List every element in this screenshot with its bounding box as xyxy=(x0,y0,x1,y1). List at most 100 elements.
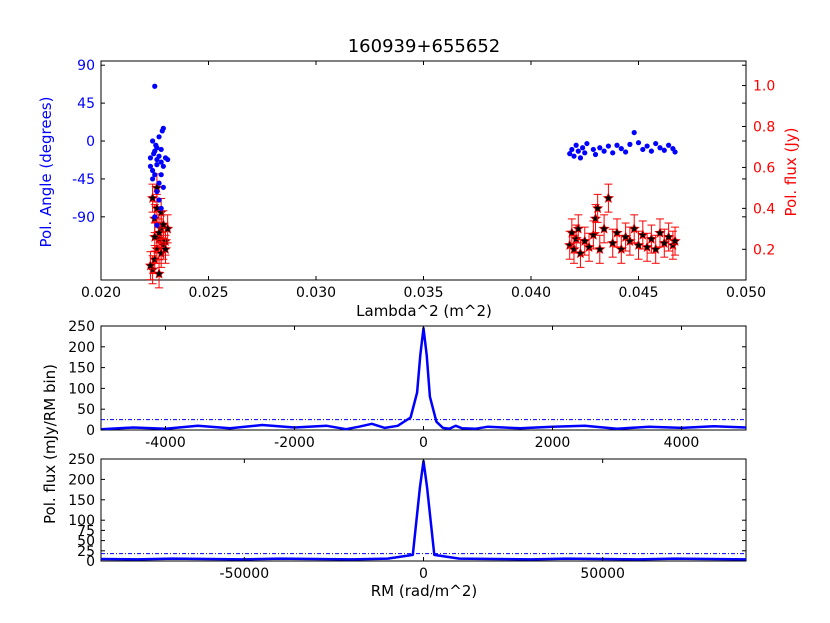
right-y-tick-label: 0.8 xyxy=(753,119,775,135)
pol-angle-point xyxy=(571,153,577,159)
pol-angle-point xyxy=(160,163,166,169)
y-tick-label: 250 xyxy=(68,452,95,468)
x-tick-label: 0.045 xyxy=(618,285,658,301)
pol-angle-point xyxy=(614,142,620,148)
right-y-axis-label: Pol. flux (Jy) xyxy=(782,128,800,217)
middle-plot-marks xyxy=(100,326,747,431)
pol-flux-point xyxy=(611,226,623,238)
pol-flux-point xyxy=(607,237,619,248)
rm-spectrum-line xyxy=(100,459,747,561)
y-tick-label: 200 xyxy=(68,472,95,488)
pol-angle-point xyxy=(158,172,164,178)
x-tick-label: 0.030 xyxy=(296,285,336,301)
right-y-tick-label: 1.0 xyxy=(753,79,775,95)
y-tick-label: 200 xyxy=(68,340,95,356)
top-plot-marks xyxy=(144,83,681,289)
pol-flux-point xyxy=(658,237,670,248)
pol-angle-point xyxy=(575,148,581,154)
pol-angle-point xyxy=(577,155,584,161)
pol-flux-point xyxy=(146,192,159,203)
pol-angle-point xyxy=(154,156,160,163)
pol-flux-point xyxy=(587,229,599,240)
pol-angle-point xyxy=(580,145,586,151)
pol-angle-point xyxy=(657,145,663,151)
pol-flux-point xyxy=(594,243,606,255)
pol-angle-point xyxy=(653,140,659,147)
pol-angle-point xyxy=(627,141,633,147)
x-tick-label: 50000 xyxy=(580,566,625,582)
x-tick-label: 0.050 xyxy=(726,285,766,301)
pol-angle-point xyxy=(154,222,160,228)
x-tick-label: 0 xyxy=(419,435,428,451)
pol-angle-point xyxy=(661,147,667,153)
x-tick-label: 0.025 xyxy=(188,285,228,301)
y-tick-label: 150 xyxy=(68,493,95,509)
x-tick-label: 0.040 xyxy=(511,285,551,301)
pol-angle-point xyxy=(605,143,612,149)
x-tick-label: -4000 xyxy=(145,435,186,451)
pol-flux-point xyxy=(157,218,169,230)
pol-angle-point xyxy=(648,148,655,154)
pol-angle-point xyxy=(152,148,158,154)
pol-angle-point xyxy=(623,149,629,155)
pol-angle-point xyxy=(152,214,158,220)
y-tick-label: 25 xyxy=(77,544,95,560)
x-tick-label: 0 xyxy=(419,566,428,582)
pol-angle-point xyxy=(156,134,162,140)
x-axis-label: Lambda^2 (m^2) xyxy=(356,302,492,320)
right-y-tick-label: 0.6 xyxy=(753,160,775,176)
pol-flux-point xyxy=(598,222,610,234)
pol-angle-point xyxy=(160,125,166,131)
pol-angle-point xyxy=(610,150,616,156)
y-tick-label: 100 xyxy=(68,513,95,529)
pol-angle-point xyxy=(156,197,162,203)
pol-angle-point xyxy=(158,205,164,212)
pol-flux-point xyxy=(602,192,615,203)
x-tick-label: 2000 xyxy=(535,435,571,451)
pol-flux-point xyxy=(144,259,157,271)
pol-angle-point xyxy=(154,188,160,195)
y-tick-label: 150 xyxy=(68,361,95,377)
y-tick-label: 0 xyxy=(86,554,95,570)
pol-flux-point xyxy=(624,235,636,246)
pol-angle-point xyxy=(644,143,650,149)
pol-angle-point xyxy=(150,176,156,182)
pol-flux-point xyxy=(153,268,165,279)
left-y-axis-label: Pol. Angle (degrees) xyxy=(37,97,55,248)
pol-angle-point xyxy=(631,129,637,136)
pol-angle-point xyxy=(618,146,624,152)
y-tick-label: -45 xyxy=(72,172,95,188)
middle-panel: -4000 -2000 0 2000 4000 0 50 100 150 200 250 xyxy=(68,319,747,451)
x-tick-label: 0.020 xyxy=(81,285,121,301)
pol-angle-point xyxy=(640,146,646,153)
pol-flux-point xyxy=(159,243,172,255)
pol-angle-point xyxy=(152,172,158,178)
pol-flux-point xyxy=(641,241,653,253)
y-tick-label: 100 xyxy=(68,381,95,397)
pol-angle-point xyxy=(160,184,166,190)
middle-plot-axes: -4000 -2000 0 2000 4000 0 50 100 150 200 250 xyxy=(68,319,746,451)
right-y-tick-label: 0.4 xyxy=(753,201,775,217)
pol-angle-point xyxy=(150,167,156,174)
pol-flux-point xyxy=(654,226,666,238)
middle-plot-frame xyxy=(100,325,747,431)
pol-angle-point xyxy=(666,142,672,148)
pol-angle-point xyxy=(158,159,164,165)
pol-flux-point xyxy=(669,235,681,246)
pol-angle-point xyxy=(165,156,171,163)
y-tick-label: 75 xyxy=(77,523,95,539)
pol-angle-point xyxy=(582,150,588,156)
pol-flux-point xyxy=(579,235,591,246)
pol-flux-point xyxy=(650,243,662,255)
bottom-plot-marks xyxy=(100,459,747,561)
pol-flux-point xyxy=(149,231,161,242)
rm-spectrum-line xyxy=(100,326,747,431)
pol-angle-point xyxy=(154,162,160,168)
pol-angle-point xyxy=(584,140,590,147)
y-tick-label: 90 xyxy=(77,58,95,74)
y-tick-label: 250 xyxy=(68,319,95,335)
pol-flux-point xyxy=(632,239,645,251)
pol-angle-point xyxy=(152,83,158,89)
